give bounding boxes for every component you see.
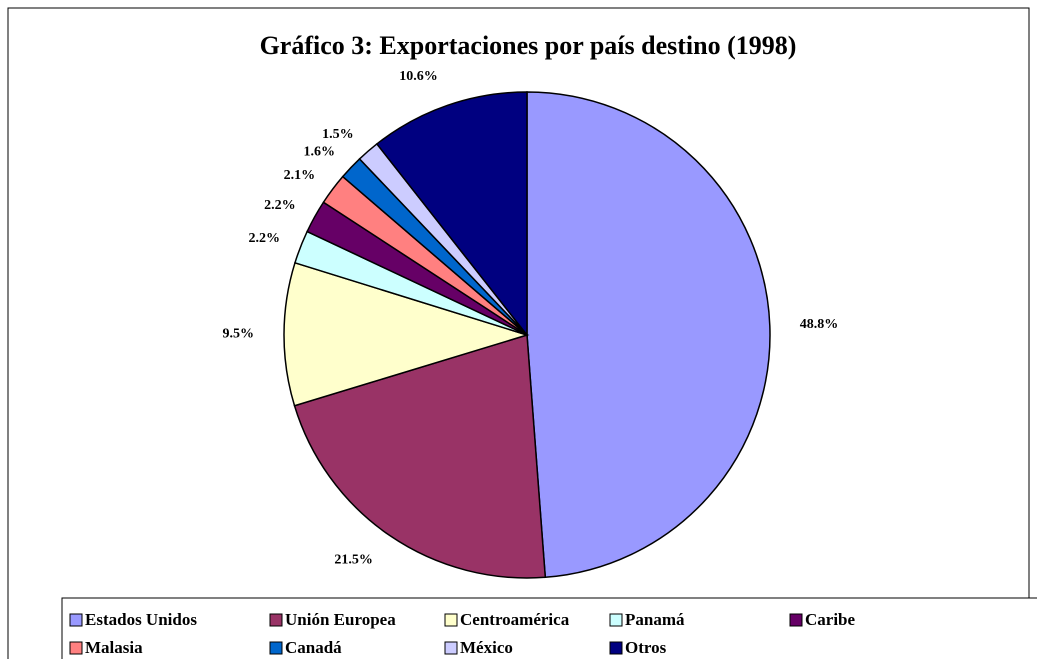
data-label: 10.6%	[399, 69, 438, 84]
legend-label: Caribe	[805, 610, 856, 629]
legend-label: Unión Europea	[285, 610, 396, 629]
legend-swatch	[69, 641, 83, 655]
data-label: 2.2%	[264, 198, 296, 213]
legend-swatch	[269, 641, 283, 655]
legend-swatch	[789, 613, 803, 627]
data-label: 21.5%	[334, 553, 373, 568]
data-label: 2.1%	[284, 168, 316, 183]
legend-label: Canadá	[285, 638, 342, 657]
legend-label: México	[460, 638, 513, 657]
pie-slice	[375, 91, 528, 338]
chart-title: Gráfico 3: Exportaciones por país destin…	[260, 31, 797, 60]
legend-swatch	[609, 641, 623, 655]
legend-swatch	[269, 613, 283, 627]
pie-slice	[283, 261, 530, 407]
legend-label: Centroamérica	[460, 610, 570, 629]
legend-swatch	[69, 613, 83, 627]
data-label: 2.2%	[249, 231, 281, 246]
legend-label: Otros	[625, 638, 667, 657]
legend-swatch	[609, 613, 623, 627]
pie-slice	[526, 91, 771, 579]
data-label: 1.5%	[322, 127, 354, 142]
data-label: 9.5%	[223, 326, 255, 341]
legend-label: Malasia	[85, 638, 143, 657]
legend-label: Estados Unidos	[85, 610, 197, 629]
pie-slice	[293, 334, 547, 579]
data-label: 1.6%	[303, 145, 335, 160]
legend-box	[61, 597, 1037, 659]
data-label: 48.8%	[800, 317, 839, 332]
legend-swatch	[444, 641, 458, 655]
legend-swatch	[444, 613, 458, 627]
legend-label: Panamá	[625, 610, 685, 629]
